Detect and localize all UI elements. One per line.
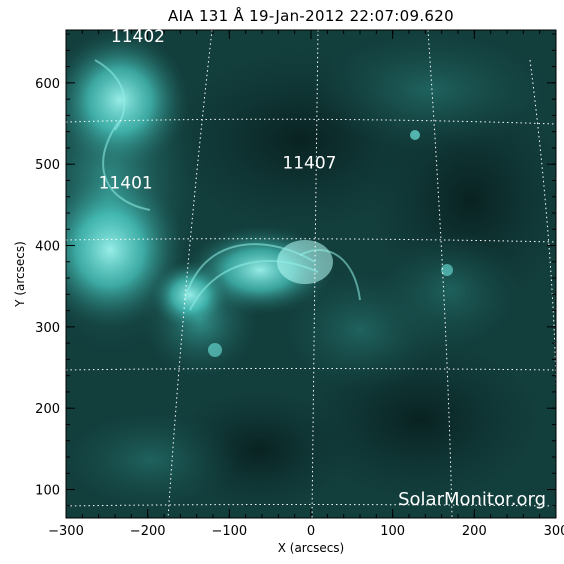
active-region-label: 11401 bbox=[99, 174, 153, 194]
y-axis-label: Y (arcsecs) bbox=[13, 241, 27, 308]
y-tick-label: 500 bbox=[35, 158, 60, 173]
x-tick-label: −200 bbox=[130, 524, 166, 539]
y-tick-label: 600 bbox=[35, 77, 60, 92]
solar-disk-image bbox=[66, 30, 556, 518]
x-tick-label: 300 bbox=[544, 524, 564, 539]
x-tick-label: 100 bbox=[380, 524, 405, 539]
x-tick-label: 200 bbox=[462, 524, 487, 539]
active-region-label: 11407 bbox=[282, 153, 336, 173]
y-tick-label: 400 bbox=[35, 240, 60, 255]
heliographic-grid bbox=[66, 30, 556, 518]
image-title: AIA 131 Å 19-Jan-2012 22:07:09.620 bbox=[168, 7, 454, 25]
y-tick-label: 100 bbox=[35, 484, 60, 499]
solarmonitor-watermark: SolarMonitor.org bbox=[398, 489, 546, 510]
y-axis-ticks: 100 200 300 400 500 600 bbox=[35, 33, 556, 507]
x-tick-label: 0 bbox=[307, 524, 315, 539]
x-axis-ticks: −300 −200 −100 0 100 200 300 bbox=[48, 30, 564, 539]
x-tick-label: −100 bbox=[211, 524, 247, 539]
active-region-labels: 11402 11401 11407 bbox=[99, 27, 337, 193]
y-tick-label: 200 bbox=[35, 402, 60, 417]
x-axis-label: X (arcsecs) bbox=[278, 541, 345, 555]
y-tick-label: 300 bbox=[35, 321, 60, 336]
active-region-label: 11402 bbox=[111, 27, 165, 47]
x-tick-label: −300 bbox=[48, 524, 84, 539]
